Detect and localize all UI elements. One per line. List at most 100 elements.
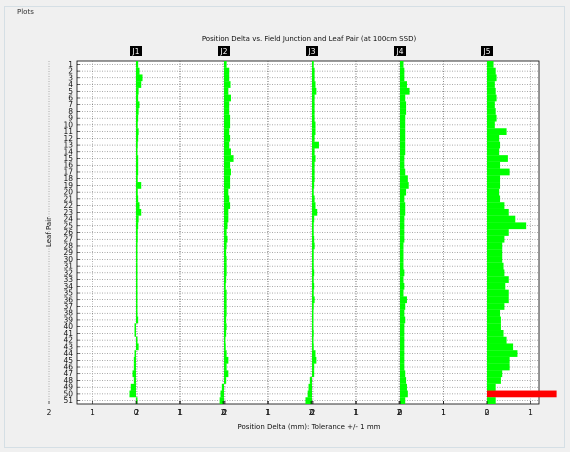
bar-j3-leaf-18 bbox=[312, 175, 315, 183]
bar-j5-leaf-47 bbox=[487, 370, 503, 378]
junction-label-bg bbox=[218, 46, 230, 56]
bar-j4-leaf-18 bbox=[400, 175, 408, 183]
bar-j2-leaf-2 bbox=[224, 67, 230, 75]
bar-j4-leaf-32 bbox=[400, 269, 405, 277]
bar-j5-leaf-46 bbox=[487, 363, 510, 371]
bar-j2-leaf-43 bbox=[224, 343, 226, 351]
bar-j2-leaf-19 bbox=[224, 182, 231, 189]
bar-j2-leaf-22 bbox=[224, 202, 231, 209]
x-tick-label: 0 bbox=[134, 408, 139, 417]
bar-j5-leaf-2 bbox=[487, 67, 496, 75]
bar-j3-leaf-31 bbox=[312, 262, 314, 270]
bar-j2-leaf-20 bbox=[224, 188, 229, 196]
bar-j4-leaf-3 bbox=[400, 74, 405, 82]
bar-j1-leaf-28 bbox=[136, 242, 138, 250]
bar-j4-leaf-1 bbox=[400, 61, 404, 68]
bar-j1-leaf-18 bbox=[136, 175, 138, 183]
bar-j2-leaf-12 bbox=[224, 134, 231, 142]
y-tick-label: 40 bbox=[63, 322, 73, 331]
y-tick-label: 27 bbox=[63, 235, 73, 244]
bar-j3-leaf-7 bbox=[312, 101, 315, 109]
bar-j2-leaf-39 bbox=[224, 316, 227, 324]
x-tick-label: 1 bbox=[441, 408, 446, 417]
bar-j1-leaf-29 bbox=[136, 249, 138, 257]
bar-j5-leaf-33 bbox=[487, 276, 509, 283]
bar-j1-leaf-13 bbox=[136, 141, 138, 149]
bar-j4-leaf-44 bbox=[400, 350, 405, 357]
bar-j5-leaf-10 bbox=[487, 121, 495, 129]
bar-j1-leaf-32 bbox=[136, 269, 138, 277]
y-tick-label: 34 bbox=[63, 282, 73, 291]
bar-j5-leaf-30 bbox=[487, 256, 503, 263]
bar-j2-leaf-41 bbox=[224, 330, 227, 337]
y-tick-label: 8 bbox=[68, 107, 73, 116]
bar-j5-leaf-29 bbox=[487, 249, 503, 257]
bar-j1-leaf-43 bbox=[136, 343, 139, 351]
y-tick-label: 22 bbox=[63, 201, 73, 210]
bar-j1-leaf-48 bbox=[133, 377, 136, 384]
bar-j5-leaf-13 bbox=[487, 141, 501, 149]
bar-j5-leaf-50 bbox=[487, 390, 557, 398]
bar-j5-leaf-45 bbox=[487, 356, 510, 364]
bar-j4-leaf-11 bbox=[400, 128, 406, 135]
x-tick-label: 2 bbox=[309, 408, 314, 417]
junction-label: J4 bbox=[396, 47, 404, 56]
bar-j3-leaf-42 bbox=[312, 336, 314, 344]
bar-j3-leaf-34 bbox=[312, 282, 315, 290]
bar-j3-leaf-11 bbox=[312, 128, 316, 135]
bar-j1-leaf-44 bbox=[134, 350, 136, 357]
bar-j1-leaf-4 bbox=[136, 81, 142, 88]
y-tick-label: 49 bbox=[63, 383, 73, 392]
x-tick-label: 1 bbox=[90, 408, 95, 417]
y-tick-label: 20 bbox=[63, 188, 73, 197]
bar-j5-leaf-28 bbox=[487, 242, 503, 250]
bar-j3-leaf-44 bbox=[312, 350, 316, 357]
bar-j2-leaf-44 bbox=[224, 350, 227, 357]
x-tick-label: 2 bbox=[135, 408, 140, 417]
y-tick-label: 10 bbox=[63, 120, 73, 129]
y-tick-label: 26 bbox=[63, 228, 73, 237]
bar-j4-leaf-35 bbox=[400, 289, 404, 297]
bar-j3-leaf-23 bbox=[312, 208, 318, 216]
bar-j4-leaf-22 bbox=[400, 202, 406, 209]
y-tick-label: 29 bbox=[63, 248, 73, 257]
bar-j1-leaf-14 bbox=[136, 148, 138, 156]
x-tick-label: 0 bbox=[310, 408, 315, 417]
bar-j3-leaf-49 bbox=[308, 383, 312, 391]
bar-j2-leaf-51 bbox=[219, 397, 224, 404]
bar-j4-leaf-29 bbox=[400, 249, 404, 257]
bar-j4-leaf-42 bbox=[400, 336, 405, 344]
bar-j5-leaf-27 bbox=[487, 235, 505, 243]
y-tick-label: 50 bbox=[63, 389, 73, 398]
x-tick-labels: 2101221012210122101221012 bbox=[47, 401, 533, 417]
bar-j4-leaf-4 bbox=[400, 81, 407, 88]
bar-j1-leaf-11 bbox=[136, 128, 139, 135]
bar-j5-leaf-16 bbox=[487, 161, 501, 169]
junction-label: J2 bbox=[220, 47, 228, 56]
bar-j2-leaf-5 bbox=[224, 87, 229, 95]
y-tick-label: 48 bbox=[63, 376, 73, 385]
y-tick-label: 35 bbox=[63, 289, 73, 298]
x-tick-label: 2 bbox=[221, 408, 226, 417]
bar-j1-leaf-41 bbox=[134, 330, 136, 337]
bar-j2-leaf-42 bbox=[224, 336, 226, 344]
x-tick-label: 0 bbox=[485, 408, 490, 417]
bar-j1-leaf-3 bbox=[136, 74, 143, 82]
bar-j5-leaf-35 bbox=[487, 289, 509, 297]
y-tick-label: 43 bbox=[63, 342, 73, 351]
bar-j3-leaf-16 bbox=[312, 161, 315, 169]
bar-j1-leaf-5 bbox=[136, 87, 139, 95]
bar-j3-leaf-8 bbox=[312, 108, 315, 115]
bar-j1-leaf-27 bbox=[136, 235, 138, 243]
bar-j5-leaf-21 bbox=[487, 195, 501, 203]
bar-j1-leaf-39 bbox=[136, 316, 139, 324]
bar-j5-leaf-32 bbox=[487, 269, 505, 277]
bar-j5-leaf-31 bbox=[487, 262, 504, 270]
x-axis-label: Position Delta (mm): Tolerance +/- 1 mm bbox=[238, 423, 381, 431]
bar-j2-leaf-31 bbox=[224, 262, 227, 270]
bar-j3-leaf-37 bbox=[312, 303, 314, 310]
bar-j5-leaf-44 bbox=[487, 350, 518, 357]
bar-j3-leaf-6 bbox=[312, 94, 315, 102]
bar-j5-leaf-3 bbox=[487, 74, 497, 82]
x-tick-label: 1 bbox=[353, 408, 358, 417]
